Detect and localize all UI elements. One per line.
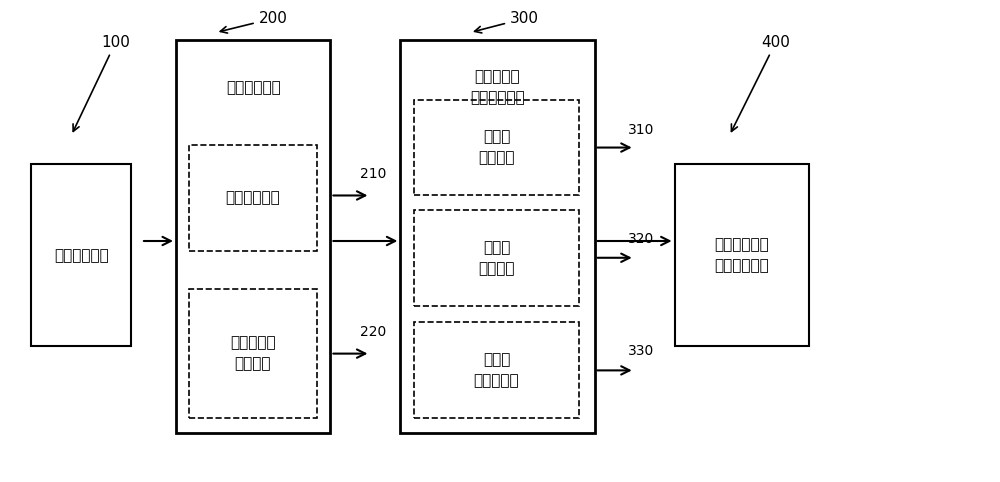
Text: 320: 320 <box>628 232 654 246</box>
Text: 100: 100 <box>73 35 130 132</box>
Text: 数据关联模块: 数据关联模块 <box>226 80 281 95</box>
Text: 分布式模型
参数确定模块: 分布式模型 参数确定模块 <box>470 69 525 106</box>
Text: 300: 300 <box>475 11 539 33</box>
Text: 分类器
计算单元: 分类器 计算单元 <box>478 240 515 276</box>
FancyBboxPatch shape <box>176 40 330 433</box>
Text: 数据获取模块: 数据获取模块 <box>54 248 109 263</box>
FancyBboxPatch shape <box>31 164 131 347</box>
FancyBboxPatch shape <box>414 322 579 418</box>
Text: 分布式
配置单元: 分布式 配置单元 <box>478 130 515 165</box>
Text: 310: 310 <box>628 122 654 136</box>
FancyBboxPatch shape <box>675 164 809 347</box>
FancyBboxPatch shape <box>414 210 579 306</box>
Text: 关联分析单元: 关联分析单元 <box>225 190 280 205</box>
FancyBboxPatch shape <box>400 40 595 433</box>
FancyBboxPatch shape <box>414 100 579 196</box>
Text: 配网设备运行
状态评估模块: 配网设备运行 状态评估模块 <box>714 237 769 273</box>
Text: 330: 330 <box>628 344 654 358</box>
Text: 220: 220 <box>360 325 387 339</box>
FancyBboxPatch shape <box>189 145 317 251</box>
Text: 400: 400 <box>731 35 790 132</box>
Text: 分类器
稀疏化单元: 分类器 稀疏化单元 <box>474 352 519 388</box>
FancyBboxPatch shape <box>189 289 317 418</box>
Text: 200: 200 <box>220 11 288 33</box>
Text: 210: 210 <box>360 167 387 181</box>
Text: 关联信息簇
生成单元: 关联信息簇 生成单元 <box>230 335 276 372</box>
